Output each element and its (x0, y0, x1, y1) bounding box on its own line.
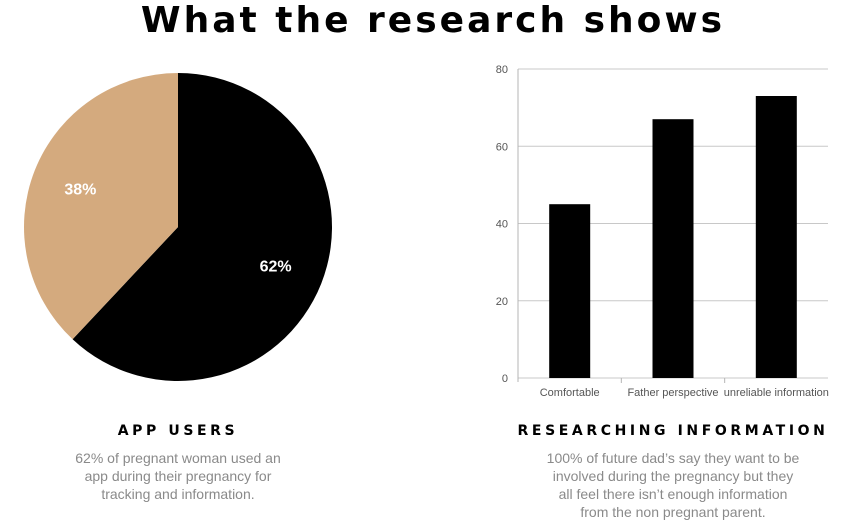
page-title: What the research shows (140, 0, 726, 41)
description-line: 62% of pregnant woman used an (75, 450, 281, 466)
pie-slice-label: 62% (260, 259, 292, 276)
pie-slice-38 (24, 73, 178, 340)
bar-chart: 0 20 40 60 80 Comfortable Father perspective un… (496, 64, 829, 399)
app-users-description: 62% of pregnant woman used an app during… (30, 449, 326, 503)
bar-comfortable (549, 204, 591, 378)
description-line: tracking and information. (101, 486, 255, 502)
description-line: from the non pregnant parent. (580, 504, 766, 520)
pie-slice-62 (72, 73, 333, 381)
description-line: 100% of future dad’s say they want to be (546, 450, 800, 466)
researching-information-description: 100% of future dad’s say they want to be… (518, 449, 828, 521)
description-line: all feel there isn’t enough information (558, 486, 788, 502)
y-tick-label: 80 (496, 64, 508, 76)
description-line: app during their pregnancy for (84, 468, 272, 484)
pie-chart: 62% 38% (24, 73, 333, 381)
x-tick-label: Comfortable (540, 387, 600, 399)
pie-slice-label: 38% (64, 181, 96, 198)
y-tick-label: 20 (496, 296, 508, 308)
app-users-heading: APP USERS (117, 423, 239, 439)
y-tick-label: 0 (502, 373, 508, 385)
y-tick-label: 60 (496, 141, 508, 153)
y-tick-label: 40 (496, 219, 508, 231)
bar-father-perspective (652, 119, 694, 378)
x-tick-label: Father perspective (627, 387, 718, 399)
bar-unreliable-information (755, 96, 797, 378)
description-line: involved during the pregnancy but they (552, 468, 794, 484)
researching-information-heading: RESEARCHING INFORMATION (517, 423, 829, 439)
x-tick-label: unreliable information (724, 387, 829, 399)
